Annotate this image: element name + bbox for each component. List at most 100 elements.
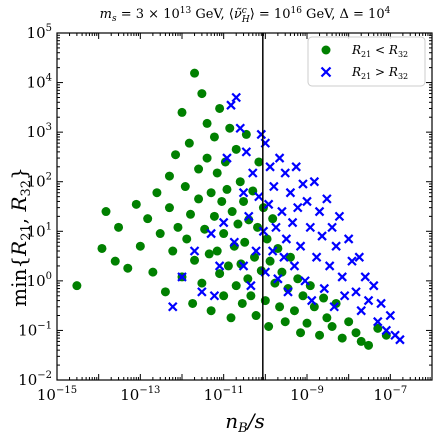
- data-point-circle: [164, 171, 174, 181]
- y-tick-label: 105: [27, 23, 52, 42]
- data-point-x: [287, 217, 298, 228]
- data-point-circle: [231, 144, 241, 154]
- data-point-x-stroke: [305, 222, 316, 233]
- data-point-x-stroke: [306, 295, 317, 306]
- data-point-x-stroke: [218, 217, 229, 228]
- data-point-circle: [194, 164, 204, 174]
- legend-marker-circle: [321, 45, 331, 55]
- data-point-circle: [337, 333, 347, 343]
- data-point-x-stroke: [263, 199, 274, 210]
- data-point-x: [256, 129, 267, 140]
- data-point-x-stroke: [226, 100, 236, 110]
- plot-frame: [56, 32, 433, 381]
- data-point-x-stroke: [287, 217, 298, 228]
- data-point-x-stroke: [243, 211, 254, 222]
- data-point-x: [177, 272, 187, 282]
- data-point-x-stroke: [337, 272, 347, 282]
- data-point-circle: [302, 318, 312, 328]
- data-point-x-stroke: [289, 261, 300, 271]
- data-point-x-stroke: [279, 252, 289, 262]
- data-point-x-stroke: [229, 237, 240, 248]
- data-point-circle: [226, 313, 236, 323]
- data-point-circle: [222, 184, 232, 194]
- data-point-circle: [225, 123, 235, 133]
- data-point-x: [222, 153, 232, 163]
- data-point-x-stroke: [256, 129, 267, 140]
- data-point-x-stroke: [390, 330, 400, 341]
- data-point-circle: [184, 138, 194, 148]
- data-point-x: [246, 280, 256, 291]
- data-point-circle: [148, 267, 158, 277]
- data-point-x: [337, 272, 347, 282]
- data-point-circle: [110, 256, 120, 266]
- data-point-x-stroke: [331, 241, 341, 251]
- data-point-x-stroke: [385, 310, 396, 321]
- data-point-x: [363, 295, 374, 306]
- data-point-x-stroke: [254, 191, 264, 202]
- data-point-x-stroke: [273, 274, 283, 284]
- y-tick-label: 103: [27, 122, 52, 141]
- data-point-circle: [197, 89, 207, 99]
- data-point-x-stroke: [324, 261, 335, 271]
- data-point-x: [197, 287, 207, 297]
- data-point-circle: [177, 107, 187, 117]
- data-point-x-stroke: [314, 206, 325, 217]
- data-point-circle: [215, 269, 225, 279]
- data-point-x: [273, 274, 283, 284]
- data-point-circle: [135, 241, 145, 251]
- data-point-circle: [212, 246, 222, 256]
- data-point-x: [277, 206, 287, 217]
- data-point-x: [347, 256, 357, 266]
- data-point-x-stroke: [231, 92, 241, 103]
- data-point-x-stroke: [327, 222, 337, 233]
- data-point-circle: [217, 196, 227, 206]
- data-point-x-stroke: [347, 256, 357, 266]
- data-point-x-stroke: [381, 325, 392, 336]
- data-point-circle: [143, 214, 153, 224]
- data-point-circle: [197, 278, 207, 288]
- data-point-x-stroke: [267, 246, 278, 256]
- data-point-x: [319, 283, 330, 294]
- data-point-x-stroke: [329, 301, 339, 312]
- data-point-circle: [160, 287, 170, 297]
- data-point-x: [238, 261, 249, 271]
- data-point-x-stroke: [292, 202, 303, 213]
- data-point-x-stroke: [319, 283, 330, 294]
- data-point-circle: [253, 222, 263, 232]
- data-point-x-stroke: [274, 153, 285, 163]
- axis-ticks: 10−15 10−13 10−11 10−9 10−7 10−2 10−1 100 101 102…: [18, 23, 432, 404]
- data-point-circle: [215, 103, 225, 113]
- data-point-circle: [212, 168, 222, 178]
- data-point-circle: [231, 281, 241, 291]
- data-point-x-stroke: [177, 272, 187, 282]
- x-tick-label: 10−15: [37, 385, 77, 404]
- data-point-circle: [264, 322, 274, 332]
- data-point-x: [248, 168, 258, 178]
- data-point-x-stroke: [222, 153, 232, 163]
- data-point-x-stroke: [311, 252, 322, 262]
- data-point-circle: [182, 234, 192, 244]
- data-point-circle: [344, 317, 354, 327]
- data-point-x-stroke: [368, 280, 379, 291]
- chart-title: ms = 3 × 1013 GeV, ⟨ν̃c H⟩ = 1016 GeV, Δ …: [100, 6, 391, 25]
- data-point-circle: [202, 153, 212, 163]
- data-point-x-stroke: [291, 162, 301, 172]
- data-point-x: [322, 194, 332, 204]
- data-point-x-stroke: [269, 181, 279, 192]
- data-point-circle: [114, 222, 124, 232]
- data-point-circle: [219, 229, 229, 239]
- data-point-circle: [200, 224, 210, 234]
- data-point-circle: [219, 291, 229, 301]
- data-point-circle: [273, 243, 283, 253]
- data-point-x-stroke: [373, 316, 383, 327]
- data-point-x: [295, 241, 306, 251]
- data-point-x: [327, 222, 337, 233]
- data-point-x-stroke: [167, 301, 178, 312]
- data-point-x-stroke: [300, 276, 310, 286]
- data-point-circle: [202, 118, 212, 128]
- data-point-x: [376, 298, 386, 309]
- data-point-circle: [319, 293, 329, 303]
- data-point-circle: [186, 209, 196, 219]
- data-point-circle: [254, 157, 264, 167]
